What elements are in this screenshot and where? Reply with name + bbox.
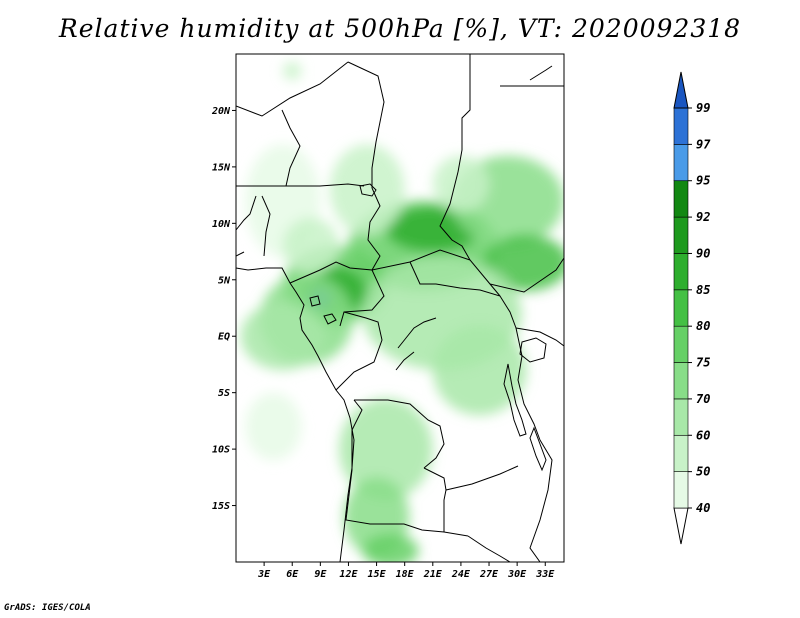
colorbar-label: 90	[696, 246, 710, 260]
lat-tick-label: 5S	[218, 388, 230, 399]
border-tanzania	[515, 327, 564, 347]
humidity-blob	[362, 533, 419, 562]
lon-tick-label: 27E	[479, 569, 499, 580]
lat-tick-label: 15N	[212, 162, 231, 173]
lon-tick-label: 24E	[451, 569, 471, 580]
border-libya	[347, 61, 385, 188]
border-drc-east	[409, 261, 541, 441]
humidity-blob	[484, 234, 564, 292]
lat-tick-label: 20N	[211, 106, 231, 117]
humidity-blob	[329, 144, 405, 235]
red-sea-coast	[529, 65, 553, 81]
colorbar-band	[673, 289, 689, 327]
lon-tick-label: 30E	[507, 569, 527, 580]
border-angola	[345, 399, 469, 537]
humidity-field	[236, 54, 564, 562]
colorbar-band	[673, 144, 689, 182]
longitude-axis: 3E 6E 9E 12E 15E 18E 21E 24E 27E 30E 33E	[257, 562, 555, 580]
congo-river-2	[395, 351, 415, 371]
border-nigeria	[236, 183, 365, 187]
country-borders	[236, 54, 564, 562]
colorbar: 40 50 60 70 75 80 85 90 92 95 97 99	[673, 71, 711, 545]
colorbar-label: 85	[696, 283, 710, 297]
west-border-2	[261, 195, 271, 257]
colorbar-label: 75	[696, 356, 710, 370]
humidity-blob	[240, 302, 326, 371]
bioko	[309, 295, 321, 307]
humidity-blob	[432, 155, 490, 213]
humidity-blob	[339, 398, 433, 500]
humidity-blob	[432, 324, 527, 416]
border-botswana	[467, 535, 511, 562]
west-border-1	[236, 195, 257, 231]
lon-tick-label: 12E	[339, 569, 358, 580]
colorbar-label: 80	[696, 319, 710, 333]
plot-frame	[235, 53, 565, 563]
border-drc-south	[354, 399, 445, 469]
lon-tick-label: 21E	[423, 569, 443, 580]
colorbar-lower-triangle	[673, 507, 689, 545]
border-cameroon	[289, 261, 385, 327]
colorbar-band	[673, 216, 689, 254]
colorbar-label: 70	[696, 392, 710, 406]
colorbar-label: 99	[696, 101, 710, 115]
border-north-1	[236, 61, 349, 117]
colorbar-upper-triangle	[673, 71, 689, 109]
lake-victoria	[519, 337, 547, 363]
border-north-2	[281, 109, 301, 187]
colorbar-label: 95	[696, 174, 710, 188]
map-title: Relative humidity at 500hPa [%], VT: 202…	[58, 14, 742, 43]
congo-river-1	[397, 317, 437, 349]
lat-tick-label: EQ	[218, 332, 230, 343]
lon-tick-label: 18E	[396, 569, 415, 580]
lat-tick-label: 10N	[212, 219, 231, 230]
border-egypt	[457, 54, 471, 173]
lat-tick-label: 5N	[218, 275, 231, 286]
lon-tick-label: 6E	[286, 569, 299, 580]
lake-tanganyika	[503, 363, 527, 437]
border-south	[443, 489, 447, 532]
border-east-1	[489, 257, 564, 293]
colorbar-band	[673, 362, 689, 400]
grads-credit: GrADS: IGES/COLA	[4, 603, 91, 613]
lat-tick-label: 15S	[212, 501, 230, 512]
colorbar-band	[673, 398, 689, 436]
small-island	[323, 313, 337, 325]
humidity-blob	[245, 392, 302, 461]
lon-tick-label: 33E	[535, 569, 555, 580]
lon-tick-label: 15E	[368, 569, 387, 580]
colorbar-band	[673, 434, 689, 472]
colorbar-label: 92	[696, 210, 710, 224]
colorbar-label: 60	[696, 428, 710, 442]
humidity-blob	[282, 61, 302, 80]
latitude-axis: 20N 15N 10N 5N EQ 5S 10S 15S	[211, 106, 236, 512]
colorbar-band	[673, 471, 689, 509]
west-border-3	[236, 251, 245, 257]
colorbar-band	[673, 180, 689, 218]
colorbar-label: 50	[696, 465, 710, 479]
colorbar-band	[673, 253, 689, 291]
border-chad	[367, 187, 381, 271]
colorbar-band	[673, 325, 689, 363]
lat-tick-label: 10S	[212, 445, 230, 456]
lon-tick-label: 3E	[257, 569, 271, 580]
border-mozambique	[529, 439, 553, 562]
border-car	[371, 249, 471, 271]
colorbar-label: 97	[696, 137, 711, 151]
colorbar-label: 40	[696, 501, 710, 515]
border-zambia	[423, 465, 519, 491]
border-sudan	[439, 171, 501, 297]
humidity-blob	[282, 217, 340, 275]
lon-tick-label: 9E	[314, 569, 327, 580]
border-congo	[335, 311, 383, 391]
lake-malawi	[529, 426, 547, 472]
lake-chad	[359, 183, 377, 197]
colorbar-band	[673, 107, 689, 145]
